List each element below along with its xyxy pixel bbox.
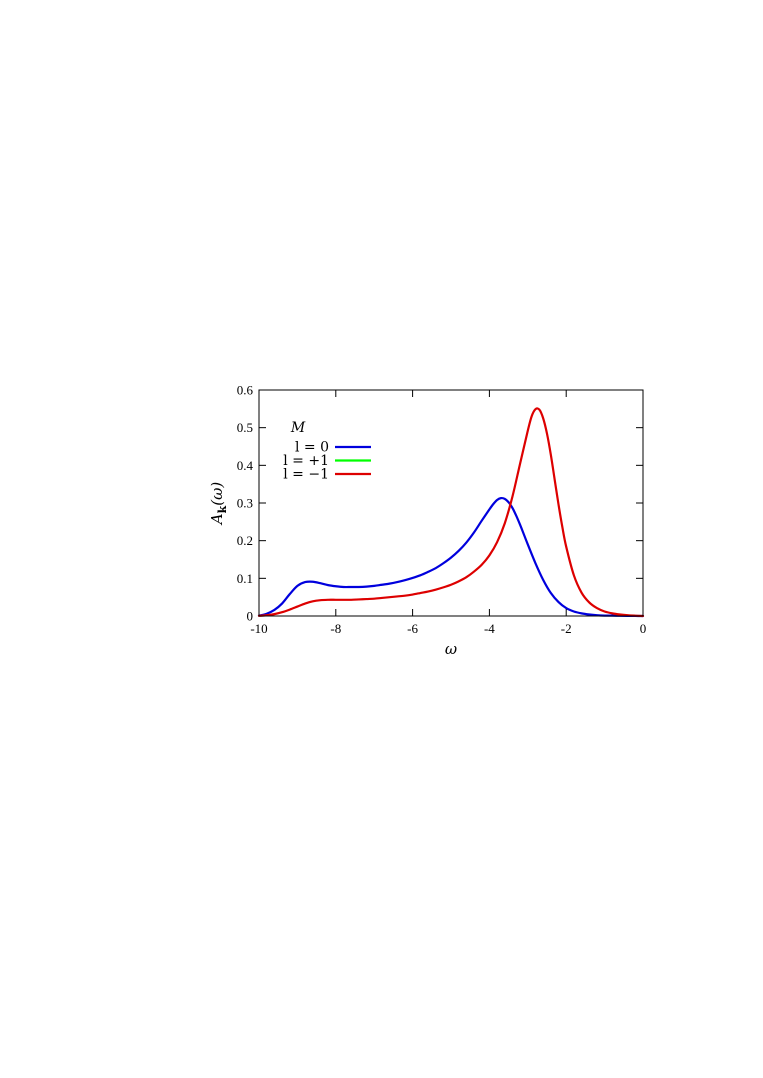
y-tick-label: 0.3 bbox=[237, 496, 253, 511]
x-axis-label: ω bbox=[445, 640, 457, 658]
tick-layer: -10 -8 -6 -4 -2 0 0 0.1 0.2 0.3 0.4 0.5 0.6 bbox=[237, 383, 647, 637]
y-tick-label: 0.5 bbox=[237, 420, 253, 435]
series-line-2 bbox=[257, 407, 645, 618]
y-tick-label: 0.2 bbox=[237, 533, 253, 548]
y-axis-label: Ak(ω) bbox=[208, 482, 229, 527]
x-tick-label: -8 bbox=[330, 621, 341, 636]
x-tick-label: -10 bbox=[250, 621, 267, 636]
x-tick-label: -4 bbox=[484, 621, 495, 636]
legend-label-0: l = 0 bbox=[295, 440, 329, 456]
legend-title: M bbox=[290, 420, 306, 436]
y-tick-label: 0.1 bbox=[237, 571, 253, 586]
series-layer bbox=[257, 407, 645, 618]
series-line-0 bbox=[257, 496, 645, 618]
x-tick-label: 0 bbox=[640, 621, 647, 636]
legend-label-2: l = −1 bbox=[283, 467, 329, 483]
legend: Ml = 0l = +1l = −1 bbox=[283, 420, 371, 483]
y-tick-label: 0.6 bbox=[237, 383, 254, 398]
legend-label-1: l = +1 bbox=[283, 453, 329, 469]
y-tick-label: 0.4 bbox=[237, 458, 254, 473]
y-tick-label: 0 bbox=[247, 609, 254, 624]
x-tick-label: -2 bbox=[561, 621, 572, 636]
x-tick-label: -6 bbox=[407, 621, 418, 636]
